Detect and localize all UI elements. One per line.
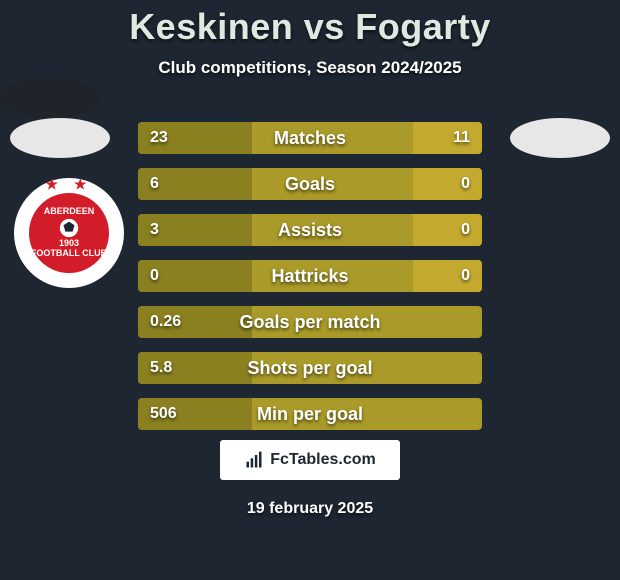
- stat-bar-track: [138, 122, 482, 154]
- stat-row: Goals60: [138, 168, 482, 200]
- soccer-ball-icon: [58, 217, 80, 239]
- comparison-bars: Matches2311 Goals60 Assists30 Hattricks00 Go…: [138, 122, 482, 444]
- stat-bar-segment-left: [138, 352, 252, 384]
- stat-row: Goals per match0.26: [138, 306, 482, 338]
- stat-bar-segment-right: [413, 260, 482, 292]
- club-left-name-top: ABERDEEN: [44, 207, 95, 217]
- subtitle: Club competitions, Season 2024/2025: [0, 58, 620, 78]
- club-left-badge: ★ ★ ABERDEEN 1903 FOOTBALL CLUB: [14, 178, 124, 288]
- branding-label: FcTables.com: [270, 451, 376, 469]
- stat-row: Shots per goal5.8: [138, 352, 482, 384]
- stat-bar-segment-left: [138, 398, 252, 430]
- stat-bar-track: [138, 306, 482, 338]
- club-left-badge-inner: ★ ★ ABERDEEN 1903 FOOTBALL CLUB: [26, 190, 112, 276]
- stat-bar-segment-right: [413, 122, 482, 154]
- bar-chart-icon: [244, 450, 264, 470]
- stat-bar-track: [138, 168, 482, 200]
- stat-bar-segment-right: [413, 214, 482, 246]
- stat-row: Min per goal506: [138, 398, 482, 430]
- page-title: Keskinen vs Fogarty: [0, 0, 620, 48]
- stat-bar-segment-left: [138, 260, 252, 292]
- stat-bar-segment-left: [138, 214, 252, 246]
- branding-badge: FcTables.com: [220, 440, 400, 480]
- infographic-date: 19 february 2025: [0, 500, 620, 518]
- club-left-stars-icon: ★ ★: [46, 177, 93, 192]
- stat-row: Hattricks00: [138, 260, 482, 292]
- player-left-avatar-placeholder: [10, 118, 110, 158]
- stat-bar-track: [138, 398, 482, 430]
- stat-bar-segment-left: [138, 168, 252, 200]
- stat-bar-track: [138, 352, 482, 384]
- stat-bar-segment-left: [138, 306, 252, 338]
- stat-bar-track: [138, 214, 482, 246]
- stat-bar-track: [138, 260, 482, 292]
- club-left-name-bottom: FOOTBALL CLUB: [31, 249, 107, 259]
- stat-bar-segment-left: [138, 122, 252, 154]
- stat-bar-segment-right: [413, 168, 482, 200]
- stat-row: Assists30: [138, 214, 482, 246]
- player-right-avatar-placeholder: [510, 118, 610, 158]
- club-right-badge-placeholder: [0, 78, 100, 118]
- stat-row: Matches2311: [138, 122, 482, 154]
